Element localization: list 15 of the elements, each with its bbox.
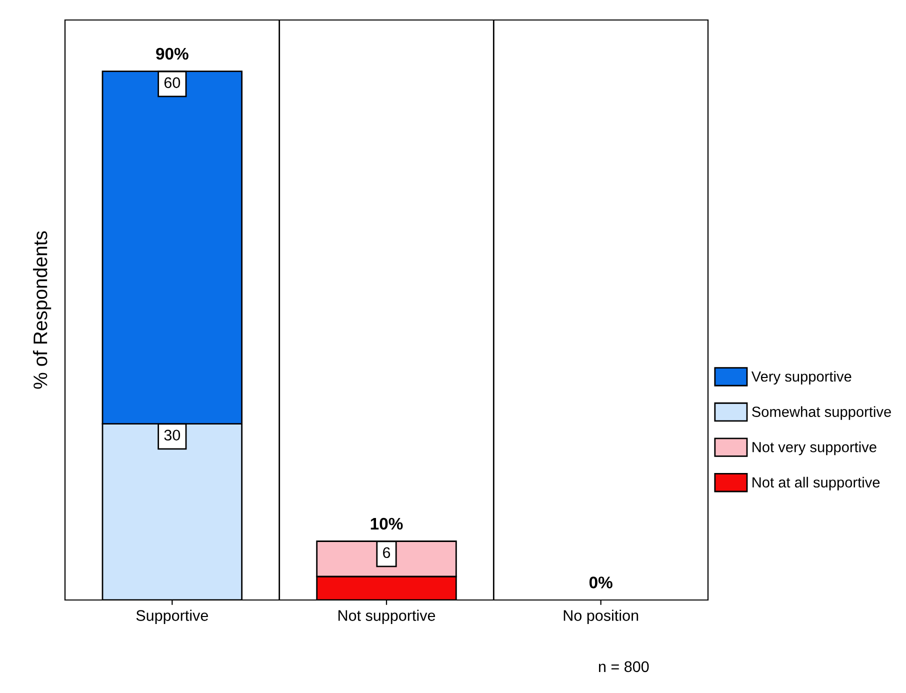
data-label: 6 (383, 547, 390, 558)
total-label: 0% (589, 576, 612, 588)
total-label: 90% (156, 48, 188, 60)
legend-label: Very supportive (751, 370, 852, 385)
legend-label: Not very supportive (752, 442, 876, 456)
legend-label: Not at all supportive (752, 476, 880, 490)
text: n = 800 (598, 661, 649, 672)
total-label: 10% (370, 518, 403, 530)
x-tick-label: No position (564, 610, 638, 624)
x-tick-label: Not supportive (338, 610, 436, 624)
x-tick-label: Supportive (136, 610, 208, 624)
y-axis-title: % of Respondents (32, 231, 52, 389)
legend-label: Somewhat supportive (752, 406, 891, 420)
data-label: 60 (164, 77, 180, 88)
data-label: 30 (164, 430, 180, 441)
